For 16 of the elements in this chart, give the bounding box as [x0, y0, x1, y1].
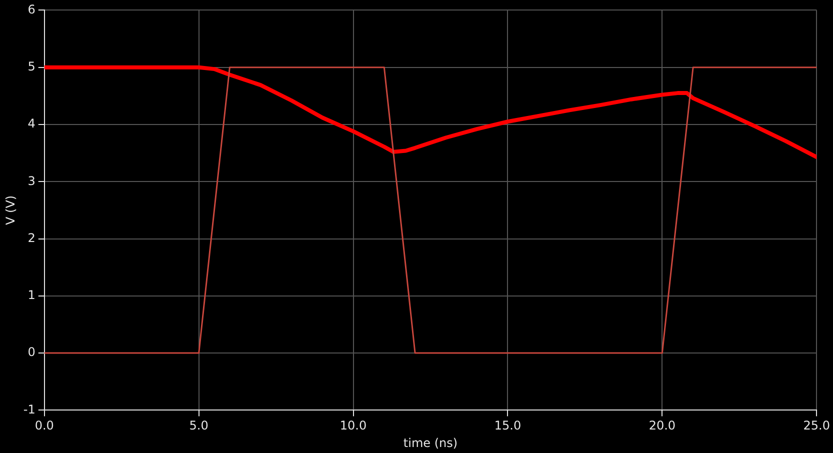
x-tick-label: 20.0 [648, 418, 676, 433]
y-tick-label: 1 [28, 288, 36, 302]
y-tick-label: 5 [28, 59, 36, 74]
y-axis-title: V (V) [3, 195, 18, 226]
y-tick-label: 6 [28, 2, 36, 16]
y-tick-label: 3 [28, 174, 36, 188]
y-tick-label: 0 [28, 345, 36, 360]
y-tick-label: 2 [28, 230, 36, 245]
y-tick-label: 4 [28, 116, 36, 131]
x-axis-title: time (ns) [403, 436, 458, 450]
x-tick-label: 5.0 [189, 418, 208, 433]
x-tick-label: 10.0 [340, 418, 367, 433]
x-tick-label: 0.0 [34, 418, 54, 433]
x-tick-label: 15.0 [494, 418, 522, 433]
x-tick-label: 25.0 [803, 418, 830, 433]
y-tick-label: -1 [23, 402, 36, 416]
